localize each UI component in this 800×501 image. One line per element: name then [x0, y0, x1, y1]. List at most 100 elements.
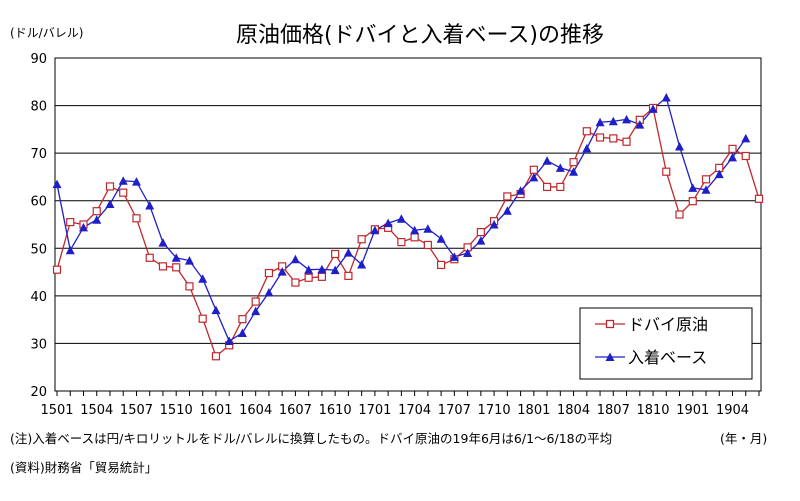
data-point-arrival [158, 238, 168, 247]
data-point-arrival [728, 152, 738, 162]
data-point-arrival [357, 259, 367, 269]
legend-marker-arrival [605, 352, 615, 361]
data-point-dubai [145, 253, 154, 262]
data-point-arrival [648, 104, 658, 113]
data-point-arrival [118, 176, 128, 185]
x-tick-label: 1707 [438, 403, 471, 418]
x-tick-label: 1504 [80, 403, 113, 418]
data-point-dubai [52, 265, 62, 274]
data-point-arrival [476, 236, 486, 245]
data-point-dubai [569, 158, 578, 167]
data-point-dubai [423, 240, 432, 250]
data-point-dubai [503, 192, 512, 201]
data-point-dubai [542, 182, 552, 192]
x-tick-label: 1701 [358, 403, 391, 418]
data-point-dubai [662, 167, 671, 176]
x-tick-label: 1904 [716, 403, 749, 418]
y-tick-label: 40 [30, 290, 47, 305]
chart-title: 原油価格(ドバイと入着ベース)の推移 [236, 23, 604, 48]
data-point-dubai [622, 137, 631, 146]
data-point-arrival [714, 169, 724, 179]
data-point-arrival [622, 114, 632, 124]
legend-label-arrival: 入着ベース [628, 348, 707, 367]
data-point-arrival [542, 156, 552, 165]
x-tick-label: 1810 [636, 403, 669, 418]
data-point-arrival [608, 116, 618, 126]
footnote: (注)入着ベースは円/キロリットルをドル/バレルに換算したもの。ドバイ原油の19… [10, 431, 612, 446]
data-point-arrival [410, 225, 420, 235]
y-tick-label: 70 [30, 147, 47, 162]
data-point-arrival [211, 305, 221, 315]
x-tick-label: 1607 [279, 403, 312, 418]
data-point-arrival [277, 267, 287, 276]
y-tick-label: 50 [30, 242, 47, 257]
data-point-arrival [52, 179, 62, 189]
data-point-dubai [185, 282, 194, 291]
data-point-dubai [251, 297, 260, 306]
data-point-arrival [370, 225, 380, 235]
data-point-dubai [264, 268, 274, 278]
data-point-arrival [688, 183, 698, 192]
x-tick-label: 1601 [199, 403, 232, 418]
data-point-arrival [595, 117, 605, 127]
data-point-dubai [688, 197, 697, 206]
data-point-arrival [343, 248, 353, 257]
data-point-arrival [675, 141, 685, 151]
data-point-dubai [304, 273, 313, 282]
data-point-dubai [529, 165, 538, 174]
legend-label-dubai: ドバイ原油 [628, 315, 708, 334]
data-point-arrival [635, 120, 645, 129]
data-point-dubai [357, 235, 366, 244]
y-tick-label: 30 [30, 337, 47, 352]
x-tick-label: 1501 [40, 403, 73, 418]
data-point-arrival [251, 306, 261, 316]
y-axis-ticks: 20 30 40 50 60 70 80 90 [30, 52, 47, 400]
data-point-dubai [397, 238, 406, 247]
data-point-dubai [741, 151, 750, 161]
x-tick-label: 1801 [517, 403, 550, 418]
data-point-arrival [171, 253, 181, 262]
x-tick-label: 1901 [676, 403, 709, 418]
data-point-arrival [449, 252, 459, 261]
data-point-dubai [92, 207, 101, 216]
data-point-dubai [344, 271, 353, 280]
data-point-dubai [595, 133, 605, 142]
data-point-arrival [396, 214, 406, 223]
data-point-arrival [224, 336, 234, 346]
y-tick-label: 90 [30, 52, 47, 67]
data-point-dubai [701, 175, 711, 184]
data-point-dubai [66, 218, 75, 227]
data-point-dubai [728, 144, 737, 153]
data-point-arrival [582, 143, 592, 153]
data-point-arrival [317, 264, 327, 274]
data-point-arrival [145, 200, 155, 210]
data-point-arrival [304, 265, 314, 274]
data-point-dubai [410, 233, 419, 242]
data-point-dubai [211, 352, 221, 361]
data-point-arrival [78, 222, 88, 232]
x-tick-label: 1704 [398, 403, 431, 418]
data-point-dubai [582, 127, 591, 136]
data-point-arrival [741, 133, 751, 143]
y-axis-unit: (ドル/バレル) [10, 26, 83, 40]
data-point-dubai [675, 210, 684, 219]
data-point-arrival [65, 245, 75, 255]
data-point-arrival [92, 215, 102, 224]
x-tick-label: 1507 [120, 403, 153, 418]
data-point-dubai [754, 194, 764, 203]
data-point-arrival [198, 274, 208, 283]
legend-marker-dubai [605, 319, 615, 329]
data-point-arrival [290, 254, 300, 264]
data-point-arrival [237, 328, 247, 337]
data-point-arrival [502, 206, 512, 215]
x-tick-label: 1710 [478, 403, 511, 418]
data-point-dubai [609, 134, 618, 143]
data-point-arrival [701, 185, 711, 194]
data-point-dubai [158, 262, 168, 271]
x-axis-unit: (年・月) [720, 431, 767, 446]
x-tick-label: 1610 [319, 403, 352, 418]
data-point-arrival [463, 248, 473, 258]
data-point-arrival [131, 177, 141, 186]
data-point-arrival [330, 265, 340, 275]
